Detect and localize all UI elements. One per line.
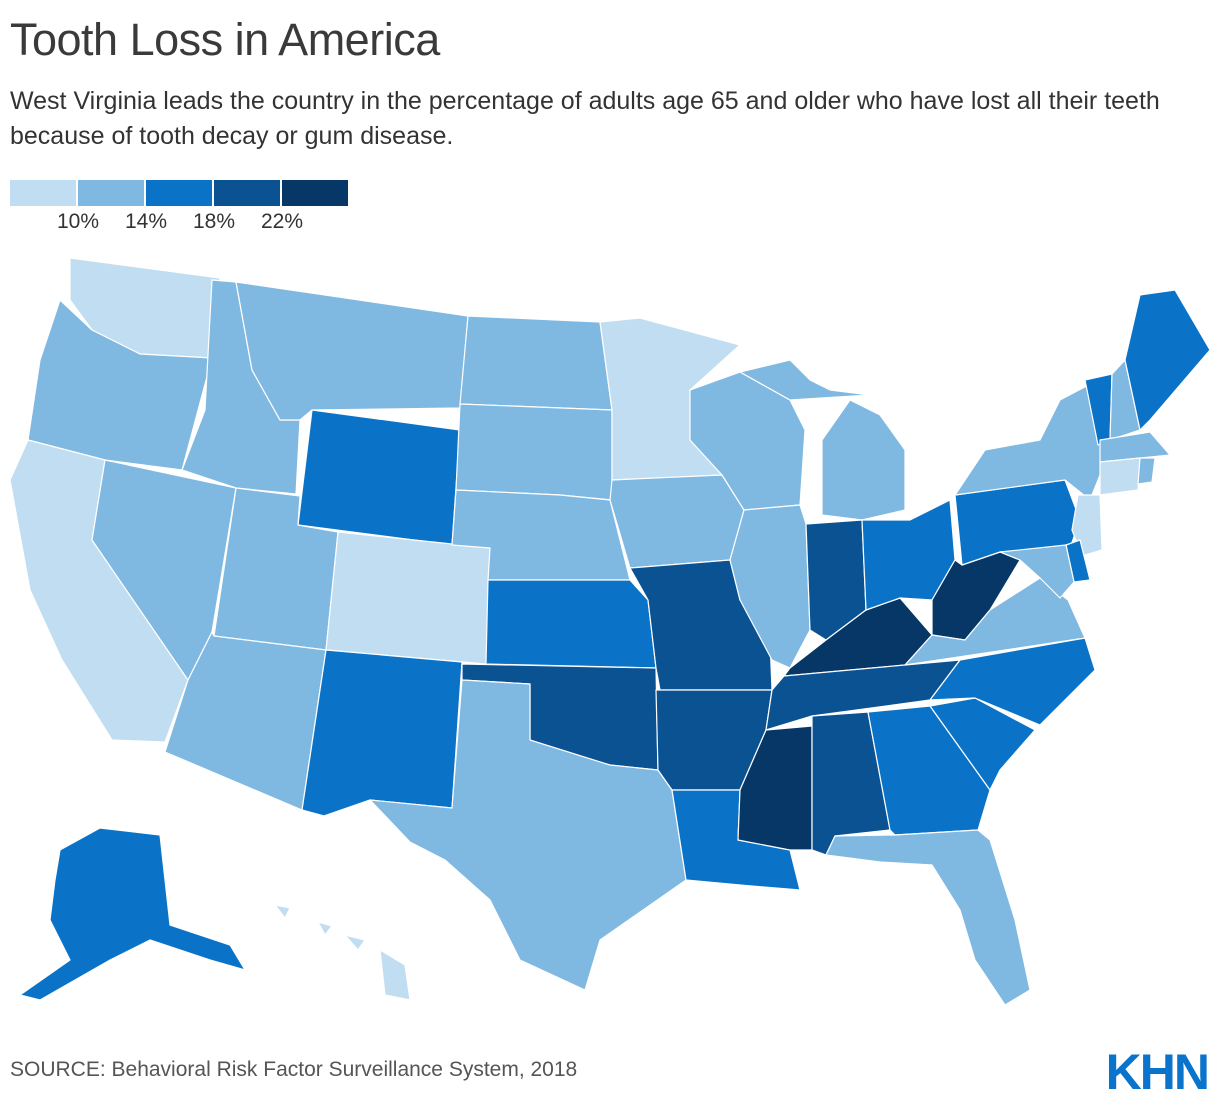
khn-logo: KHN (1105, 1044, 1210, 1100)
state-new-mexico[interactable] (301, 649, 463, 817)
legend-swatch-3 (146, 180, 212, 206)
state-connecticut[interactable] (1099, 457, 1141, 496)
state-colorado[interactable] (325, 531, 491, 665)
state-wyoming[interactable] (297, 409, 461, 546)
legend-tick-2: 14% (124, 210, 168, 233)
state-kansas[interactable] (485, 579, 657, 669)
state-virginia[interactable] (904, 577, 1086, 666)
legend-swatch-2 (78, 180, 144, 206)
state-new-york[interactable] (954, 379, 1103, 501)
source-note: SOURCE: Behavioral Risk Factor Surveilla… (10, 1058, 578, 1081)
legend-swatch-5 (282, 180, 348, 206)
legend-tick-3: 18% (192, 210, 236, 233)
state-alaska[interactable] (19, 827, 246, 1001)
legend-tick-1: 10% (56, 210, 100, 233)
state-hawaii[interactable] (274, 904, 411, 1001)
state-north-dakota[interactable] (459, 315, 613, 411)
state-massachusetts[interactable] (1099, 431, 1171, 463)
color-legend: 10% 14% 18% 22% (10, 180, 350, 240)
state-michigan[interactable] (739, 359, 906, 521)
state-north-carolina[interactable] (929, 637, 1096, 726)
legend-tick-4: 22% (260, 210, 304, 233)
chart-subtitle: West Virginia leads the country in the p… (10, 87, 1160, 150)
legend-swatch-1 (10, 180, 76, 206)
state-south-dakota[interactable] (455, 403, 613, 501)
state-maryland[interactable] (999, 544, 1075, 599)
state-montana[interactable] (235, 281, 469, 421)
state-florida[interactable] (825, 829, 1031, 1006)
state-rhode-island[interactable] (1137, 457, 1156, 485)
state-south-carolina[interactable] (929, 697, 1036, 791)
state-texas[interactable] (369, 679, 687, 991)
chart-title: Tooth Loss in America (10, 14, 440, 65)
state-maine[interactable] (1124, 289, 1211, 431)
state-iowa[interactable] (609, 474, 745, 569)
legend-swatch-4 (214, 180, 280, 206)
us-choropleth-map (9, 257, 1211, 1006)
